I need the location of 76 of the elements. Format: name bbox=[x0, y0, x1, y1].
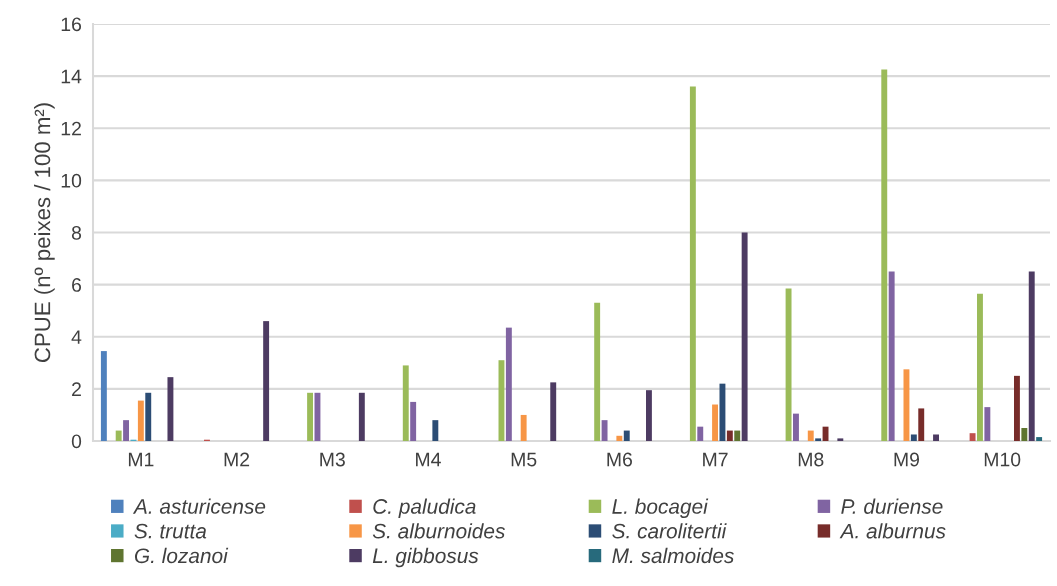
bar bbox=[410, 401, 417, 441]
bar bbox=[520, 414, 527, 441]
bar bbox=[1028, 271, 1035, 441]
bar bbox=[616, 435, 623, 441]
bar bbox=[145, 392, 152, 441]
legend-label: P. duriense bbox=[841, 498, 943, 514]
x-tick-label: M2 bbox=[224, 452, 250, 467]
legend-label: M. salmoides bbox=[612, 547, 734, 564]
bar bbox=[910, 434, 917, 441]
bar bbox=[645, 390, 652, 441]
x-tick-label: M4 bbox=[416, 452, 441, 467]
bar bbox=[550, 382, 557, 441]
bar bbox=[837, 438, 844, 441]
legend-label: A. asturicense bbox=[132, 498, 266, 514]
bar bbox=[307, 392, 314, 441]
bar bbox=[100, 351, 107, 441]
bar bbox=[402, 365, 409, 441]
y-tick-label: 16 bbox=[61, 17, 82, 32]
y-axis-title: CPUE (nº peixes / 100 m²) bbox=[33, 103, 55, 363]
bar bbox=[918, 408, 925, 441]
bar bbox=[785, 288, 792, 441]
bar bbox=[741, 232, 748, 441]
x-tick-label: M10 bbox=[984, 452, 1021, 467]
bar bbox=[712, 404, 719, 441]
bar bbox=[358, 392, 365, 441]
legend-label: A. alburnus bbox=[839, 523, 946, 539]
bar bbox=[123, 420, 130, 441]
bar bbox=[432, 420, 439, 441]
y-tick-label: 8 bbox=[71, 225, 82, 240]
bar bbox=[807, 430, 814, 441]
bar bbox=[689, 86, 696, 441]
bar bbox=[601, 420, 608, 441]
legend-label: L. bocagei bbox=[612, 498, 709, 518]
bar bbox=[594, 302, 601, 441]
bar bbox=[137, 400, 144, 441]
legend-label: S. carolitertii bbox=[612, 523, 727, 539]
bar bbox=[263, 321, 270, 441]
legend-label: S. trutta bbox=[134, 523, 207, 539]
y-tick-label: 0 bbox=[71, 434, 82, 449]
y-tick-label: 6 bbox=[72, 278, 82, 292]
bar bbox=[505, 327, 512, 441]
legend-label: C. paludica bbox=[373, 498, 476, 518]
x-tick-label: M7 bbox=[703, 452, 728, 467]
y-tick-label: 4 bbox=[71, 330, 82, 344]
bar bbox=[933, 434, 939, 441]
bar bbox=[167, 377, 174, 441]
legend-label: S. alburnoides bbox=[372, 523, 505, 539]
bar bbox=[1013, 375, 1020, 441]
x-tick-label: M9 bbox=[894, 452, 920, 467]
bar bbox=[888, 271, 895, 441]
x-tick-label: M1 bbox=[128, 452, 154, 467]
bar bbox=[697, 426, 704, 441]
bar bbox=[1036, 437, 1043, 441]
bar bbox=[623, 430, 630, 441]
legend-label: L. gibbosus bbox=[372, 547, 479, 568]
x-tick-label: M5 bbox=[511, 452, 537, 467]
y-tick-label: 10 bbox=[61, 173, 82, 188]
x-tick-label: M3 bbox=[320, 452, 345, 467]
legend-label: G. lozanoi bbox=[134, 547, 229, 564]
bar bbox=[734, 430, 741, 441]
y-tick-label: 14 bbox=[61, 69, 82, 84]
bar bbox=[815, 438, 822, 441]
bar bbox=[977, 293, 983, 441]
x-tick-label: M8 bbox=[798, 452, 824, 467]
bar bbox=[984, 407, 991, 441]
bar bbox=[719, 383, 726, 441]
bar bbox=[881, 69, 888, 441]
bar bbox=[115, 430, 122, 441]
x-tick-label: M6 bbox=[607, 452, 632, 467]
bar bbox=[1021, 427, 1028, 441]
bar bbox=[726, 430, 733, 441]
y-tick-label: 2 bbox=[72, 382, 81, 396]
bar bbox=[969, 433, 976, 441]
y-tick-label: 12 bbox=[61, 121, 81, 136]
bar bbox=[903, 369, 910, 441]
bar bbox=[793, 413, 799, 441]
